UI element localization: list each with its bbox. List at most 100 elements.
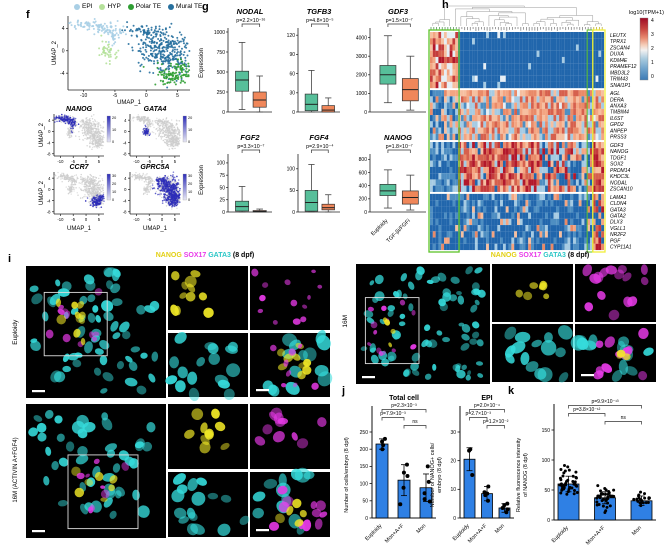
svg-text:30: 30	[188, 174, 192, 178]
svg-text:200: 200	[359, 197, 368, 203]
svg-text:-10: -10	[133, 217, 140, 222]
svg-text:-4: -4	[123, 198, 127, 203]
svg-text:-4: -4	[123, 140, 127, 145]
svg-text:-5: -5	[71, 217, 75, 222]
svg-text:1000: 1000	[356, 91, 367, 97]
svg-text:-5: -5	[71, 159, 75, 164]
svg-text:-10: -10	[57, 217, 64, 222]
panel-i-label: i	[8, 253, 12, 265]
svg-text:0: 0	[85, 217, 88, 222]
svg-text:10: 10	[188, 128, 192, 132]
svg-text:0: 0	[48, 129, 51, 134]
legend-item: Mural TE	[168, 3, 202, 10]
legend-dot-icon	[168, 3, 175, 10]
svg-text:0: 0	[112, 140, 114, 144]
micro-euploidy-nanog-channel	[168, 266, 248, 330]
svg-text:FGF2: FGF2	[240, 133, 260, 142]
svg-text:-8: -8	[123, 152, 127, 157]
svg-text:800: 800	[359, 157, 368, 163]
svg-text:0: 0	[188, 198, 190, 202]
bar-chart-nanog-intensity: Relative fluorescence intensity of NANOG …	[516, 399, 656, 546]
microscopy-title-left: NANOG SOX17 GATA3 (8 dpf)	[155, 252, 255, 259]
svg-text:GATA4: GATA4	[144, 106, 167, 113]
svg-text:0: 0	[48, 187, 51, 192]
svg-text:0: 0	[85, 159, 88, 164]
svg-text:5: 5	[174, 159, 177, 164]
svg-text:120: 120	[287, 33, 296, 39]
micro-16m-af-nanog-channel	[168, 404, 248, 469]
svg-text:UMAP_2: UMAP_2	[39, 122, 45, 147]
boxplot-gdf3: GDF3 0 1000 2000 3000 4000 p=1.5×10⁻⁷	[356, 7, 426, 116]
svg-text:0: 0	[161, 159, 164, 164]
micro-euploidy-gata3-channel	[165, 332, 248, 402]
svg-text:FGF4: FGF4	[309, 133, 329, 142]
micro-16m-nanog-channel	[492, 264, 573, 322]
svg-text:-4: -4	[60, 71, 65, 77]
micro-16m-af-merge	[26, 404, 166, 538]
svg-text:400: 400	[359, 183, 368, 189]
svg-text:NANOG: NANOG	[66, 106, 93, 113]
legend-item: EPI	[74, 3, 92, 10]
svg-text:0: 0	[124, 129, 127, 134]
boxplot-tgfb3: TGFB3 0 30 60 90 120 p=4.8×10⁻⁵	[287, 7, 340, 116]
svg-text:-8: -8	[47, 152, 51, 157]
svg-text:5: 5	[174, 217, 177, 222]
svg-text:0: 0	[161, 217, 164, 222]
micro-16m-af-gata3-channel	[168, 472, 250, 537]
svg-text:4: 4	[48, 176, 51, 181]
svg-text:0: 0	[112, 198, 114, 202]
svg-text:30: 30	[289, 91, 295, 97]
umap-main-plot: -10 -5 0 5 4 0 -4 UMAP_1 UMAP_2	[52, 16, 191, 106]
umap-legend: EPI HYP Polar TE Mural TE	[74, 3, 202, 10]
svg-text:TGF-βi/FGFi: TGF-βi/FGFi	[386, 218, 412, 244]
svg-text:UMAP_1: UMAP_1	[117, 100, 142, 106]
boxplot-nodal: NODAL 0 250 500 750 1000 p=2.2×10⁻¹⁶	[214, 7, 272, 116]
svg-text:-10: -10	[133, 159, 140, 164]
panel-g-label: g	[202, 1, 209, 13]
svg-text:TGFB3: TGFB3	[307, 7, 332, 16]
svg-text:UMAP_1: UMAP_1	[67, 226, 92, 232]
svg-text:PRAMEF12: PRAMEF12	[610, 64, 637, 70]
svg-text:100: 100	[287, 167, 296, 173]
svg-text:-5: -5	[147, 217, 151, 222]
svg-text:4000: 4000	[356, 35, 367, 41]
feature-plot-gata4: GATA4 -10 -5 0 5 4 0 -4 -8 20 10 0	[123, 106, 192, 164]
legend-dot-icon	[99, 3, 106, 10]
svg-text:-5: -5	[147, 159, 151, 164]
svg-text:20: 20	[112, 182, 116, 186]
svg-text:TPRX1: TPRX1	[610, 39, 626, 45]
svg-text:1000: 1000	[214, 30, 225, 36]
svg-text:20: 20	[112, 116, 116, 120]
svg-text:UMAP_2: UMAP_2	[39, 180, 45, 205]
svg-text:0: 0	[145, 93, 148, 99]
svg-text:4: 4	[48, 118, 51, 123]
svg-text:-10: -10	[57, 159, 64, 164]
svg-text:CCR7: CCR7	[69, 164, 89, 171]
svg-text:NANOG: NANOG	[384, 133, 412, 142]
svg-text:p=1.8×10⁻⁷: p=1.8×10⁻⁷	[386, 144, 413, 150]
row-label-16m: 16M	[341, 314, 349, 328]
svg-text:20: 20	[188, 116, 192, 120]
micro-euploidy-merge	[26, 266, 166, 398]
svg-text:90: 90	[289, 52, 295, 58]
svg-text:p=2.2×10⁻¹⁶: p=2.2×10⁻¹⁶	[236, 18, 265, 24]
panel-h-label: h	[442, 0, 449, 11]
svg-text:5: 5	[98, 159, 101, 164]
svg-text:p=3.3×10⁻⁷: p=3.3×10⁻⁷	[237, 144, 264, 150]
svg-text:p=1.5×10⁻⁷: p=1.5×10⁻⁷	[386, 18, 413, 24]
svg-text:100: 100	[217, 161, 226, 167]
svg-text:5: 5	[98, 217, 101, 222]
svg-text:0: 0	[62, 49, 65, 55]
svg-text:60: 60	[289, 71, 295, 77]
svg-text:30: 30	[112, 174, 116, 178]
svg-text:0: 0	[292, 110, 295, 116]
svg-text:25: 25	[219, 198, 225, 204]
svg-text:-4: -4	[47, 140, 51, 145]
svg-text:0: 0	[364, 210, 367, 216]
svg-text:UMAP_1: UMAP_1	[143, 226, 168, 232]
svg-text:250: 250	[217, 90, 226, 96]
svg-text:4: 4	[124, 118, 127, 123]
svg-text:4: 4	[62, 26, 65, 32]
